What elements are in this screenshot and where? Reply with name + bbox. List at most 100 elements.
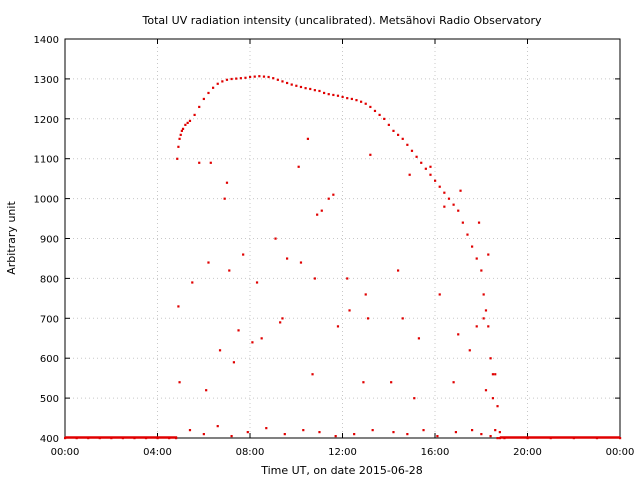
x-tick-label: 04:00: [143, 447, 172, 458]
data-point: [436, 435, 439, 438]
data-point: [178, 137, 181, 140]
data-point: [482, 317, 485, 320]
data-point: [346, 97, 349, 100]
data-point: [413, 397, 416, 400]
data-point: [198, 105, 201, 109]
y-tick-label: 1100: [34, 155, 59, 166]
y-tick-label: 800: [40, 274, 59, 285]
data-point: [364, 102, 367, 105]
data-point: [313, 277, 316, 280]
data-point: [262, 75, 266, 78]
data-point: [457, 209, 460, 212]
data-point: [265, 427, 268, 430]
data-point: [176, 157, 179, 160]
y-tick-label: 700: [40, 314, 59, 325]
data-point: [230, 77, 233, 81]
data-point: [237, 329, 240, 332]
data-point: [424, 167, 427, 170]
data-point: [177, 145, 180, 148]
data-point: [438, 185, 441, 188]
data-point: [230, 435, 233, 438]
data-point: [267, 75, 270, 79]
data-point: [191, 281, 194, 284]
data-point: [235, 77, 238, 80]
data-point: [410, 149, 414, 152]
x-tick-label: 00:00: [606, 447, 635, 458]
data-point: [443, 191, 446, 194]
data-point: [207, 91, 210, 95]
data-point: [334, 435, 337, 438]
data-point: [290, 83, 293, 86]
data-point: [179, 133, 182, 136]
data-point: [494, 373, 497, 376]
data-point: [180, 129, 183, 132]
data-point: [276, 78, 279, 81]
data-point: [496, 437, 499, 440]
data-point: [274, 237, 277, 240]
data-point: [177, 305, 180, 308]
data-point: [397, 133, 400, 136]
data-point: [209, 161, 212, 164]
data-point: [461, 221, 464, 224]
x-tick-label: 20:00: [513, 447, 542, 458]
data-point: [198, 161, 201, 164]
data-point: [281, 317, 284, 320]
data-point: [311, 373, 314, 376]
data-point: [392, 431, 395, 434]
data-point: [212, 86, 215, 89]
data-point: [364, 293, 367, 296]
data-point: [251, 341, 254, 344]
data-point: [225, 78, 229, 81]
data-point: [279, 321, 282, 324]
data-point: [336, 94, 340, 97]
data-point: [484, 389, 488, 392]
data-point: [350, 97, 353, 101]
data-point: [286, 81, 289, 85]
y-tick-label: 600: [40, 354, 59, 365]
data-point: [452, 203, 455, 206]
data-point: [244, 76, 247, 79]
data-point: [366, 317, 370, 320]
data-point: [286, 257, 289, 260]
x-tick-label: 12:00: [328, 447, 357, 458]
data-point: [415, 155, 418, 158]
data-point: [369, 153, 372, 156]
data-point: [401, 137, 404, 140]
data-point: [390, 381, 393, 384]
data-point: [216, 425, 219, 428]
data-point: [480, 269, 483, 272]
data-point: [348, 309, 351, 312]
data-point: [475, 257, 478, 260]
data-point: [422, 429, 425, 432]
data-point: [353, 433, 356, 436]
y-axis-label: Arbitrary unit: [5, 201, 18, 275]
data-point: [202, 433, 205, 436]
data-point: [443, 205, 446, 208]
data-point: [332, 193, 335, 196]
data-point: [299, 85, 303, 89]
data-point: [283, 433, 286, 436]
data-point: [496, 405, 499, 408]
data-point: [184, 123, 187, 126]
data-point: [295, 84, 298, 87]
data-point: [373, 109, 377, 113]
data-point: [468, 349, 471, 352]
data-point: [327, 93, 330, 96]
data-point: [181, 127, 185, 130]
data-point: [318, 89, 321, 93]
data-point: [255, 281, 259, 284]
data-point: [246, 431, 249, 434]
data-point: [239, 77, 242, 80]
data-point: [258, 75, 261, 78]
data-point: [489, 435, 492, 438]
data-point: [454, 431, 458, 434]
data-point: [489, 357, 492, 360]
data-point: [297, 165, 300, 168]
data-point: [225, 181, 229, 184]
data-point: [378, 113, 381, 117]
data-point: [360, 100, 363, 103]
data-point: [207, 261, 210, 264]
data-point: [272, 77, 275, 80]
